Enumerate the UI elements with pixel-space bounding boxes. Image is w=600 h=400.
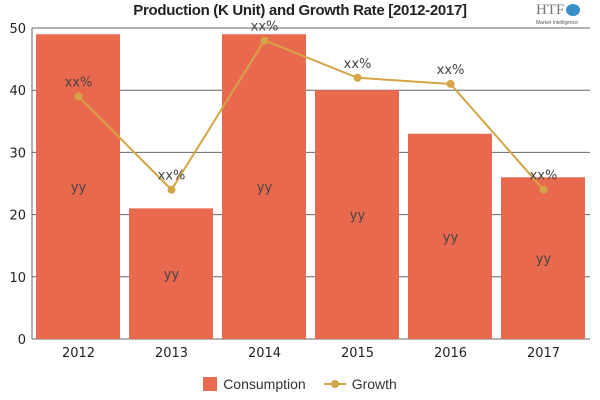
legend-swatch-bar	[203, 377, 218, 391]
y-tick-label: 40	[9, 84, 26, 99]
legend-item-growth[interactable]: Growth	[323, 376, 397, 392]
y-tick-label: 20	[9, 209, 26, 224]
bar-2013	[129, 208, 213, 339]
legend-swatch-line	[323, 377, 346, 391]
y-tick-label: 30	[9, 146, 26, 161]
growth-point-2012	[74, 92, 83, 101]
growth-line	[77, 39, 545, 192]
x-tick-label: 2017	[527, 346, 560, 361]
legend: Consumption Growth	[0, 376, 600, 392]
growth-data-label: xx%	[65, 75, 93, 90]
plot-area: 0 10 20 30 40 50 yy 2012 yy 2013 yy 2014 yy 2015 yy 201…	[9, 19, 590, 361]
legend-item-consumption[interactable]: Consumption	[203, 376, 306, 392]
logo-subtext: Market Intelligence	[536, 20, 578, 26]
growth-data-label: xx%	[530, 169, 558, 184]
legend-label: Consumption	[223, 376, 306, 392]
bar-data-label: yy	[536, 252, 552, 267]
x-tick-label: 2015	[341, 346, 374, 361]
x-tick-label: 2016	[434, 346, 467, 361]
legend-label: Growth	[351, 376, 397, 392]
x-tick-label: 2013	[155, 346, 188, 361]
growth-point-2016	[446, 79, 455, 88]
htf-logo: HTF Market Intelligence	[536, 2, 588, 26]
growth-data-label: xx%	[251, 19, 279, 34]
growth-point-2017	[539, 185, 548, 194]
logo-text: HTF	[536, 2, 565, 18]
y-tick-label: 0	[18, 333, 26, 348]
bar-data-label: yy	[164, 268, 180, 283]
growth-data-label: xx%	[158, 169, 186, 184]
bar-data-label: yy	[443, 230, 459, 245]
bar-2017	[501, 177, 585, 339]
y-tick-label: 10	[9, 271, 26, 286]
growth-point-2014	[260, 36, 269, 45]
globe-icon	[566, 4, 580, 16]
bar-2016	[408, 133, 492, 339]
bar-2012	[36, 34, 120, 339]
chart-title: Production (K Unit) and Growth Rate [201…	[133, 2, 467, 19]
bar-2015	[315, 90, 399, 339]
x-tick-label: 2012	[62, 346, 95, 361]
growth-point-2013	[167, 185, 176, 194]
bar-data-label: yy	[350, 209, 366, 224]
bar-data-label: yy	[71, 181, 87, 196]
growth-data-label: xx%	[437, 63, 465, 78]
y-tick-label: 50	[9, 22, 26, 37]
growth-point-2015	[353, 73, 362, 82]
growth-data-label: xx%	[344, 57, 372, 72]
x-tick-label: 2014	[248, 346, 281, 361]
bar-data-label: yy	[257, 181, 273, 196]
